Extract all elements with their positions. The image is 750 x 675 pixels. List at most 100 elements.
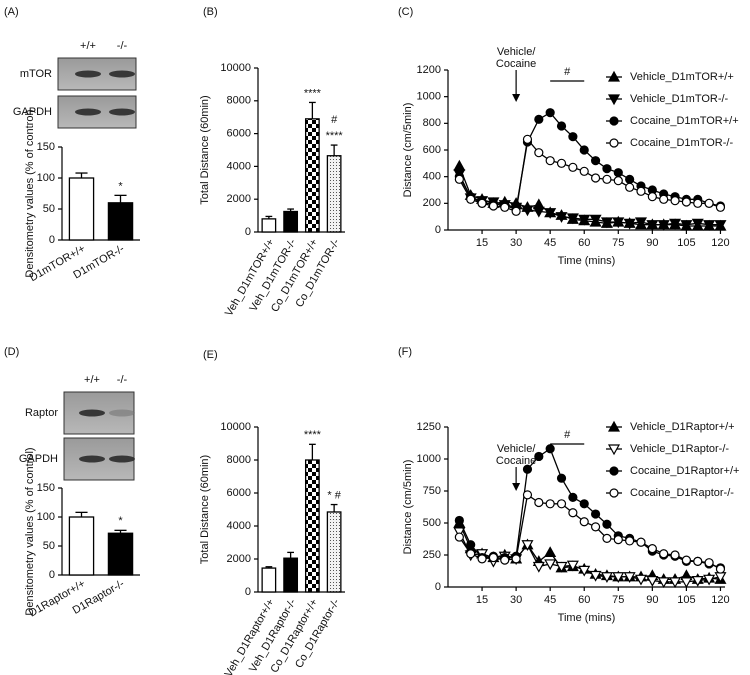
y-tick-label: 8000 [227,454,251,466]
y-tick-label: 100 [37,172,55,184]
y-tick-label: 1200 [417,64,441,76]
data-point [453,159,466,171]
annotation: Vehicle/ [497,46,536,58]
data-point [680,220,693,231]
data-point [578,214,591,226]
data-point [669,218,682,230]
x-tick-label: 105 [677,594,695,606]
y-tick-label: 100 [37,511,55,523]
series-line [458,522,721,580]
y-tick-label: 4000 [227,160,251,172]
y-tick-label: 0 [435,581,441,593]
data-point [703,220,716,231]
blot-row-label: mTOR [20,68,52,80]
data-point [647,543,657,554]
data-point [532,206,545,218]
y-tick-label: 600 [423,144,441,156]
data-point [602,174,612,184]
data-point [634,574,648,586]
blot-band [79,455,105,463]
annotation: * # [327,489,341,501]
legend-marker [607,70,621,82]
x-tick-label: 90 [646,237,658,249]
data-point [568,132,578,142]
annotation: # [331,114,338,126]
y-axis-label: Total Distance (60min) [199,95,211,204]
bar [304,118,320,233]
data-point [579,517,589,527]
data-point [625,182,635,192]
data-point [669,577,682,589]
data-point [477,554,487,564]
y-axis-label: Densitometry values (% of control) [24,109,36,277]
blot-band [75,108,101,116]
data-point [500,555,510,565]
series-line [458,173,721,226]
data-point [715,564,726,574]
x-tick-label: 15 [476,237,488,249]
y-tick-label: 150 [37,482,55,494]
annotation: **** [326,130,344,142]
data-point [659,194,669,204]
y-tick-label: 250 [423,549,441,561]
data-point [691,575,704,587]
data-point [602,519,612,529]
data-point [488,552,499,563]
lane-label: +/+ [80,40,96,52]
data-point [612,217,625,229]
data-point [657,220,670,231]
data-point [602,533,612,543]
x-tick-label: 90 [646,594,658,606]
data-point [625,536,635,546]
data-point [590,509,601,519]
x-tick-label: 45 [544,594,556,606]
lane-label: -/- [117,374,128,386]
data-point [636,537,646,547]
x-tick-label: 15 [476,594,488,606]
bar [283,557,299,593]
data-point [568,492,578,502]
legend-label: Vehicle_D1mTOR-/- [630,93,729,105]
x-tick-label: 45 [544,237,556,249]
y-tick-label: 2000 [227,193,251,205]
series-line [458,111,721,210]
data-point [534,148,544,158]
data-point [636,186,646,196]
y-tick-label: 8000 [227,95,251,107]
data-point [534,497,544,508]
y-tick-label: 6000 [227,487,251,499]
data-point [545,156,555,166]
y-tick-label: 750 [423,485,441,497]
blot-band [109,70,135,78]
blot-band [109,455,135,463]
bar [326,511,342,593]
y-tick-label: 6000 [227,128,251,140]
bar [326,155,342,233]
data-point [454,532,464,542]
data-point [704,198,714,208]
panel-label: (B) [203,6,218,18]
blot-row-label: GAPDH [13,106,52,118]
data-point [681,555,692,565]
data-point [466,549,476,559]
data-point [454,174,464,184]
data-point [556,473,567,483]
data-point [566,213,579,225]
data-point [466,540,476,550]
legend-marker [607,420,621,432]
bar [304,459,320,593]
legend-label: Cocaine_D1mTOR-/- [630,137,733,149]
data-point [466,194,476,204]
data-point [568,508,578,518]
annotation: * [118,515,123,527]
data-point [579,145,589,155]
data-point [715,202,726,212]
bar [107,202,134,241]
data-point [534,114,544,124]
x-tick-label: 120 [711,237,729,249]
series-line [458,137,721,213]
annotation: Cocaine [496,58,536,70]
panel-label: (E) [203,349,218,361]
data-point [500,202,510,212]
y-tick-label: 0 [245,586,251,598]
